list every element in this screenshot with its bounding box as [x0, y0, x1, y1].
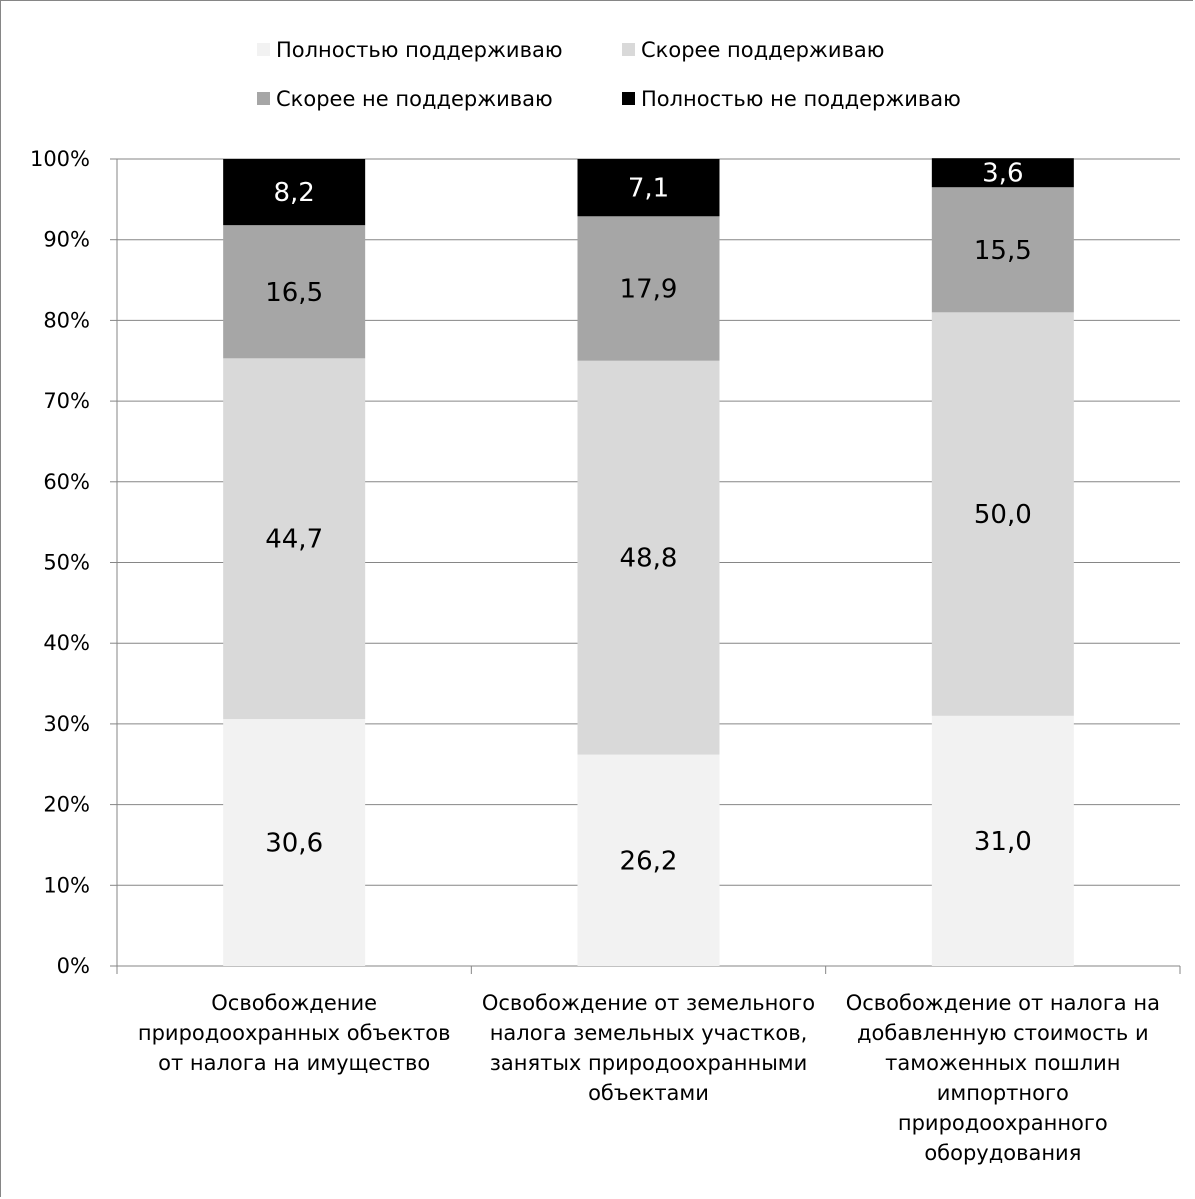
y-tick-label: 70%: [43, 389, 90, 413]
bar-segment: [577, 159, 720, 217]
y-tick-label: 0%: [57, 954, 90, 978]
y-tick-label: 80%: [43, 308, 90, 332]
data-label: 26,2: [620, 846, 678, 876]
bar-segment: [223, 719, 366, 966]
bar-segment: [931, 715, 1074, 966]
data-label: 30,6: [265, 829, 323, 859]
data-label: 8,2: [273, 178, 314, 208]
category-label: природоохранных объектов: [138, 1021, 451, 1045]
category-label: оборудования: [924, 1141, 1081, 1165]
category-label: Освобождение: [211, 991, 377, 1015]
category-label: занятых природоохранными: [490, 1051, 808, 1075]
y-tick-label: 90%: [43, 228, 90, 252]
legend-swatch: [257, 92, 270, 105]
category-label: природоохранного: [898, 1111, 1108, 1135]
legend-label: Полностью поддерживаю: [276, 38, 563, 62]
y-tick-label: 50%: [43, 551, 90, 575]
bar-segment: [931, 312, 1074, 716]
data-label: 17,9: [620, 275, 678, 305]
category-label: от налога на имущество: [158, 1051, 430, 1075]
legend-label: Полностью не поддерживаю: [641, 87, 961, 111]
y-tick-label: 60%: [43, 470, 90, 494]
category-label: Освобождение от налога на: [846, 991, 1160, 1015]
category-label: импортного: [937, 1081, 1069, 1105]
legend-label: Скорее не поддерживаю: [276, 87, 553, 111]
data-label: 15,5: [974, 236, 1032, 266]
y-tick-label: 10%: [43, 873, 90, 897]
category-label: налога земельных участков,: [490, 1021, 808, 1045]
bar-segment: [223, 159, 366, 226]
bar-segment: [931, 187, 1074, 313]
bar-segment: [931, 158, 1074, 188]
data-label: 31,0: [974, 827, 1032, 857]
legend-label: Скорее поддерживаю: [641, 38, 884, 62]
category-label: добавленную стоимость и: [857, 1021, 1149, 1045]
category-label: таможенных пошлин: [885, 1051, 1120, 1075]
bar-segment: [577, 754, 720, 966]
data-label: 48,8: [620, 544, 678, 574]
bar-segment: [577, 216, 720, 361]
data-label: 44,7: [265, 525, 323, 555]
data-label: 7,1: [628, 174, 669, 204]
data-label: 3,6: [982, 159, 1023, 189]
bar-segment: [577, 360, 720, 755]
legend-swatch: [257, 43, 270, 56]
category-label: объектами: [588, 1081, 709, 1105]
y-tick-label: 30%: [43, 712, 90, 736]
y-tick-label: 40%: [43, 631, 90, 655]
category-label: Освобождение от земельного: [482, 991, 815, 1015]
y-tick-label: 100%: [30, 147, 90, 171]
bar-segment: [223, 358, 366, 720]
data-label: 50,0: [974, 500, 1032, 530]
legend-swatch: [622, 92, 635, 105]
data-label: 16,5: [265, 278, 323, 308]
bar-segment: [223, 225, 366, 359]
legend-swatch: [622, 43, 635, 56]
y-tick-label: 20%: [43, 793, 90, 817]
